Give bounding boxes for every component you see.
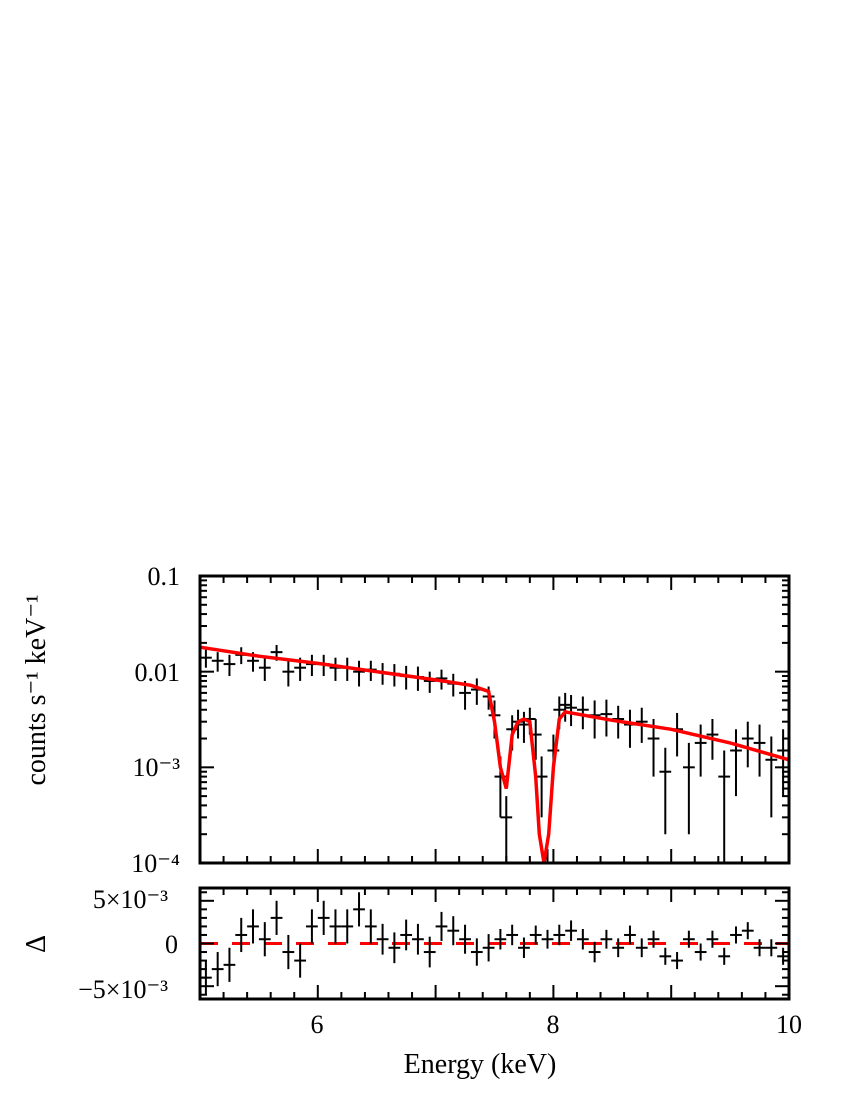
spectrum-data-point	[470, 678, 483, 705]
residual-data-point	[294, 943, 307, 978]
spectrum-data-point	[223, 654, 236, 677]
residual-data-point	[400, 919, 413, 951]
residual-data-point	[624, 925, 636, 945]
spectrum-data-point	[535, 756, 548, 818]
spectrum-data-point	[258, 657, 271, 681]
x-tick-label-10: 10	[776, 1010, 802, 1039]
x-tick-label-8: 8	[547, 1010, 560, 1039]
residual-panel: 5×10⁻³ 0 −5×10⁻³ Δ 6 8 10 Energy (keV)	[21, 885, 802, 1080]
y-tick-label-0.01: 0.01	[135, 658, 181, 687]
y-axis-title-residual: Δ	[21, 935, 52, 953]
residual-data-point	[541, 929, 554, 949]
model-curve	[199, 645, 790, 864]
spectrum-data-point	[423, 671, 436, 693]
residual-data-point	[329, 909, 342, 944]
y-tick-label-1e-3: 10⁻³	[132, 753, 180, 782]
y-tick-label-zero: 0	[165, 930, 178, 959]
residual-data-point	[494, 928, 507, 950]
spectrum-data-point	[211, 652, 224, 672]
residual-data-point	[600, 929, 613, 949]
residual-data-point	[423, 936, 436, 968]
residual-data-point	[435, 911, 448, 941]
spectrum-data-point	[518, 711, 530, 743]
spectrum-data-point	[647, 719, 660, 777]
residual-data-point	[247, 909, 259, 944]
residual-data-point	[612, 938, 625, 958]
spectrum-data-point	[306, 654, 318, 677]
spectrum-data-point	[730, 729, 742, 797]
residual-data-point	[211, 952, 224, 987]
residual-data-point	[518, 937, 530, 959]
residual-data-point	[447, 916, 460, 946]
y-axis-title-spectrum: counts s⁻¹ keV⁻¹	[21, 595, 52, 786]
residual-data-point	[777, 947, 789, 965]
spectrum-data-point	[718, 750, 731, 863]
residual-data-point	[459, 924, 471, 954]
spectrum-plot-frame	[198, 574, 791, 865]
spectrum-panel: 0.1 0.01 10⁻³ 10⁻⁴ counts s⁻¹ keV⁻¹	[21, 562, 791, 878]
residual-data-point	[388, 932, 401, 964]
residual-data-point	[647, 930, 660, 948]
spectrum-axis-ticks	[199, 575, 790, 864]
spectrum-data-point	[282, 660, 295, 687]
spectrum-data-points	[200, 644, 789, 864]
residual-data-point	[741, 922, 754, 940]
residual-data-point	[682, 930, 695, 948]
residual-data-point	[576, 928, 589, 950]
residual-data-point	[353, 892, 365, 927]
y-tick-label-1e-4: 10⁻⁴	[131, 849, 180, 878]
residual-data-point	[341, 909, 354, 944]
residual-data-point	[235, 917, 248, 953]
spectrum-data-point	[565, 695, 577, 727]
residual-data-point	[659, 947, 672, 965]
residual-data-point	[364, 909, 377, 944]
residual-data-point	[270, 900, 283, 935]
spectrum-data-point	[671, 712, 683, 757]
residual-data-point	[223, 947, 236, 982]
spectrum-data-point	[682, 742, 695, 835]
residual-axis-ticks	[199, 888, 790, 999]
residual-data-point	[753, 939, 766, 957]
residual-data-point	[317, 900, 330, 935]
residual-data-point	[412, 923, 424, 955]
residual-data-point	[506, 924, 519, 946]
spectrum-data-point	[777, 729, 789, 797]
spectrum-data-point	[353, 660, 365, 687]
residual-data-point	[306, 909, 318, 944]
residual-data-point	[565, 920, 577, 941]
spectrum-data-point	[200, 649, 212, 668]
y-tick-label-plus5e-3: 5×10⁻³	[93, 885, 168, 914]
residual-data-point	[694, 943, 707, 961]
x-axis-title: Energy (keV)	[404, 1049, 557, 1080]
residual-data-point	[706, 930, 719, 948]
spectrum-data-point	[694, 724, 707, 777]
spectrum-data-point	[447, 673, 460, 697]
residual-data-point	[730, 926, 742, 944]
residual-data-points	[200, 892, 789, 995]
residual-data-point	[718, 947, 731, 965]
x-tick-label-6: 6	[311, 1010, 324, 1039]
residual-data-point	[470, 938, 483, 966]
residual-data-point	[376, 923, 389, 955]
spectrum-data-point	[576, 696, 589, 730]
residual-data-point	[671, 952, 683, 970]
residual-data-point	[258, 922, 271, 957]
residual-data-point	[588, 941, 601, 963]
spectrum-data-point	[659, 747, 672, 835]
spectrum-data-point	[765, 736, 778, 818]
spectrum-data-point	[741, 721, 754, 768]
residual-data-point	[765, 939, 778, 957]
y-tick-label-minus5e-3: −5×10⁻³	[78, 975, 168, 1004]
residual-data-point	[553, 924, 566, 946]
residual-data-point	[282, 934, 295, 970]
spectrum-data-point	[500, 796, 513, 863]
residual-data-point	[482, 934, 495, 962]
residual-data-point	[635, 938, 648, 958]
spectrum-data-point	[329, 657, 342, 681]
y-tick-label-0.1: 0.1	[148, 562, 181, 591]
residual-data-point	[529, 925, 542, 945]
spectrum-data-point	[624, 709, 636, 748]
